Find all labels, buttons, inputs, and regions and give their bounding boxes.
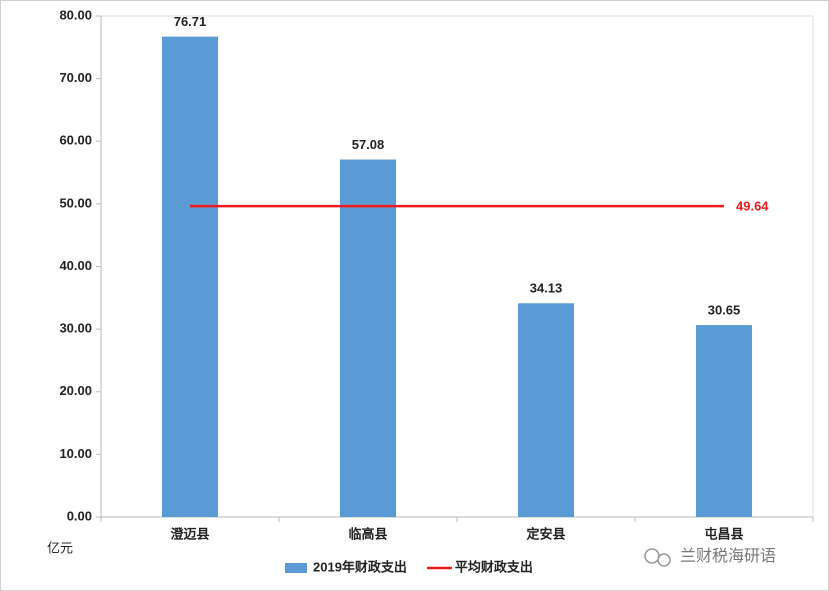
bar: [696, 325, 752, 517]
data-label: 76.71: [174, 14, 207, 29]
bar: [518, 303, 574, 517]
legend-label: 平均财政支出: [455, 559, 533, 574]
legend-swatch: [285, 563, 307, 573]
bar: [340, 159, 396, 517]
x-tick-label: 定安县: [525, 526, 565, 541]
y-axis-label: 亿元: [47, 540, 73, 555]
x-tick-label: 屯昌县: [704, 526, 743, 541]
data-label: 49.64: [736, 199, 769, 214]
data-label: 30.65: [708, 302, 741, 317]
y-tick-label: 0.00: [67, 508, 92, 523]
y-tick-label: 20.00: [59, 383, 92, 398]
y-tick-label: 10.00: [59, 446, 92, 461]
watermark-icon: [644, 548, 671, 567]
y-tick-label: 80.00: [59, 7, 92, 22]
y-tick-label: 40.00: [59, 258, 92, 273]
y-tick-label: 30.00: [59, 321, 92, 336]
legend-label: 2019年财政支出: [313, 559, 407, 574]
x-tick-label: 澄迈县: [170, 526, 209, 541]
x-tick-label: 临高县: [348, 526, 387, 541]
data-label: 57.08: [352, 137, 385, 152]
y-tick-label: 50.00: [59, 195, 92, 210]
data-label: 34.13: [530, 281, 563, 296]
y-tick-label: 70.00: [59, 70, 92, 85]
y-tick-label: 60.00: [59, 133, 92, 148]
bar: [162, 36, 218, 517]
watermark: 兰财税海研语: [680, 547, 776, 565]
